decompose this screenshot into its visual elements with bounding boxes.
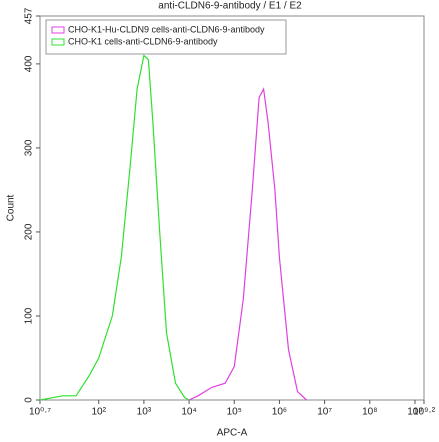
x-tick-label: 10⁶ — [272, 407, 287, 418]
histogram-line — [188, 87, 307, 401]
y-tick-label: 0 — [24, 397, 35, 403]
x-tick-label: 10⁴ — [181, 407, 196, 418]
legend-swatch — [51, 38, 65, 46]
legend-swatch — [51, 26, 65, 34]
y-tick-label: 400 — [24, 55, 35, 72]
x-tick-label: 10⁹·² — [413, 407, 436, 418]
x-tick-label: 10⁸ — [362, 407, 377, 418]
x-tick-label: 10⁰·⁷ — [29, 407, 51, 418]
legend-box — [45, 19, 287, 55]
x-tick-label: 10³ — [137, 407, 152, 418]
x-axis-label: APC-A — [217, 428, 248, 439]
x-tick-label: 10⁵ — [227, 407, 242, 418]
y-tick-label: 457 — [24, 7, 35, 24]
legend-label: CHO-K1 cells-anti-CLDN6-9-antibody — [68, 36, 218, 46]
plot-frame — [39, 15, 425, 401]
y-tick-label: 100 — [24, 307, 35, 324]
x-tick-label: 10⁷ — [317, 407, 332, 418]
histogram-line — [39, 54, 190, 401]
chart-title: anti-CLDN6-9-antibody / E1 / E2 — [158, 1, 302, 12]
y-tick-label: 300 — [24, 139, 35, 156]
legend-label: CHO-K1-Hu-CLDN9 cells-anti-CLDN6-9-antib… — [68, 24, 265, 34]
y-axis-label: Count — [6, 194, 17, 221]
x-tick-label: 10² — [92, 407, 107, 418]
x-tick-label: 10⁹ — [407, 407, 422, 418]
y-tick-label: 200 — [24, 223, 35, 240]
